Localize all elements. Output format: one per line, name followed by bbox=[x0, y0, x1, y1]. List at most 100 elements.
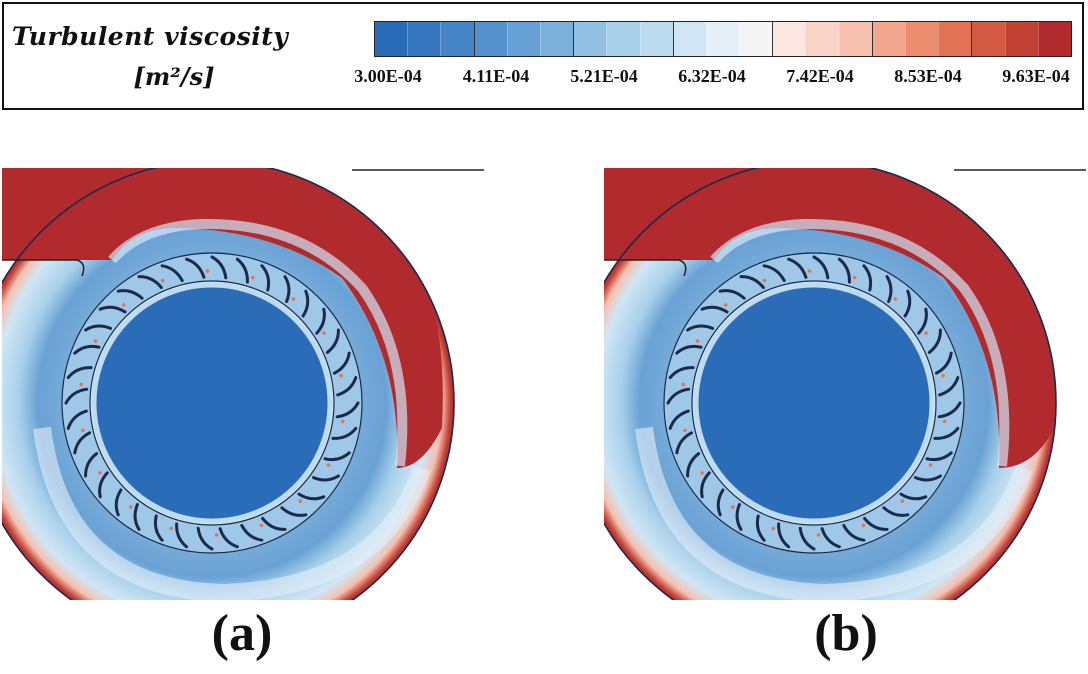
impeller-blade bbox=[283, 275, 291, 303]
impeller-blade bbox=[820, 527, 841, 549]
blade-wake-spot bbox=[251, 275, 255, 280]
impeller-blade bbox=[153, 514, 164, 542]
impeller-blade bbox=[218, 527, 239, 549]
impeller-blade bbox=[116, 289, 144, 300]
impeller-blade bbox=[675, 344, 703, 355]
impeller-core bbox=[91, 282, 333, 524]
panel-label-b: (b) bbox=[814, 605, 878, 662]
volute-outline bbox=[604, 169, 1086, 277]
colorbar-tick-label: 5.21E-04 bbox=[570, 66, 638, 86]
blade-wake-spot bbox=[298, 499, 303, 503]
impeller-blade bbox=[137, 275, 163, 290]
blade-wake-spot bbox=[339, 373, 343, 378]
shear-layer bbox=[108, 218, 408, 467]
impeller-blade bbox=[235, 257, 249, 284]
impeller-blade bbox=[332, 351, 351, 375]
colorbar-legend: Turbulent viscosity [m²/s] bbox=[2, 2, 1084, 110]
colorbar-swatch bbox=[573, 22, 607, 56]
blade-wake-spot bbox=[214, 533, 219, 537]
blade-wake-spot bbox=[291, 297, 296, 301]
colorbar bbox=[374, 21, 1072, 57]
impeller-blade bbox=[842, 523, 866, 542]
impeller-blade bbox=[668, 409, 690, 430]
colorbar-tick-label: 8.53E-04 bbox=[894, 66, 962, 86]
impeller-blade bbox=[863, 516, 889, 531]
impeller-blade bbox=[927, 328, 942, 354]
impeller-blade bbox=[323, 451, 351, 462]
colorbar-swatch bbox=[971, 22, 1005, 56]
impeller-blade bbox=[84, 452, 99, 478]
blade-wake-spot bbox=[807, 269, 812, 273]
colorbar-swatch bbox=[539, 22, 574, 56]
blade-wake-spot bbox=[169, 526, 173, 531]
colorbar-swatch bbox=[805, 22, 839, 56]
impeller-blade bbox=[196, 526, 214, 551]
fan-contour-a bbox=[2, 168, 484, 600]
impeller-blade bbox=[903, 289, 912, 318]
impeller-blade bbox=[114, 488, 123, 517]
colorbar-tick-label: 6.32E-04 bbox=[678, 66, 746, 86]
impeller-blade bbox=[925, 451, 953, 462]
impeller-blade bbox=[312, 474, 340, 482]
impeller-blade bbox=[325, 328, 340, 354]
blade-wake-spot bbox=[128, 505, 133, 509]
blade-wake-spot bbox=[900, 499, 905, 503]
high-viscosity-region bbox=[604, 168, 1055, 468]
impeller-blade bbox=[735, 503, 743, 531]
impeller-blade bbox=[64, 387, 89, 405]
impeller-blade bbox=[787, 257, 808, 279]
blade-wake-spot bbox=[928, 463, 933, 467]
blade-wake-spot bbox=[861, 523, 866, 528]
legend-title: Turbulent viscosity bbox=[12, 22, 289, 51]
impeller-blade bbox=[716, 488, 725, 517]
colorbar-swatch bbox=[838, 22, 872, 56]
wake-zone bbox=[635, 426, 1033, 600]
blade-wake-spot bbox=[205, 269, 210, 273]
blade-wake-spot bbox=[326, 463, 331, 467]
blade-wake-spot bbox=[98, 471, 102, 475]
impeller-blade bbox=[73, 344, 101, 355]
impeller-blade bbox=[686, 324, 714, 332]
impeller-blade bbox=[133, 503, 141, 531]
impeller-blade bbox=[917, 307, 928, 335]
blade-wake-spot bbox=[730, 505, 735, 509]
shear-layer bbox=[710, 218, 1010, 467]
impeller-blade bbox=[66, 409, 88, 430]
panel-label-a: (a) bbox=[211, 605, 273, 662]
impeller-blade bbox=[885, 275, 893, 303]
blade-wake-spot bbox=[723, 303, 728, 307]
blade-wake-spot bbox=[340, 419, 345, 424]
colorbar-tick-label: 7.42E-04 bbox=[786, 66, 854, 86]
blade-wake-spot bbox=[853, 275, 857, 280]
impeller-blade bbox=[718, 289, 746, 300]
blade-wake-spot bbox=[771, 526, 775, 531]
impeller-blade bbox=[98, 305, 127, 314]
colorbar-swatch bbox=[606, 22, 640, 56]
impeller-blade bbox=[937, 401, 962, 419]
colorbar-swatch bbox=[772, 22, 806, 56]
impeller-blade bbox=[297, 492, 326, 501]
contour-panel-b bbox=[604, 168, 1088, 600]
blade-wake-spot bbox=[695, 339, 700, 343]
colorbar-swatch bbox=[506, 22, 540, 56]
impeller-blade bbox=[261, 516, 287, 531]
impeller-blade bbox=[899, 492, 928, 501]
blade-wake-spot bbox=[942, 419, 947, 424]
blade-wake-spot bbox=[762, 278, 767, 283]
contour-panel-a bbox=[2, 168, 487, 600]
impeller-core bbox=[693, 282, 935, 524]
impeller-blade bbox=[762, 264, 786, 283]
high-viscosity-region bbox=[2, 168, 443, 468]
impeller-blade bbox=[700, 305, 729, 314]
blade-wake-spot bbox=[681, 382, 686, 387]
colorbar-tick-label: 3.00E-04 bbox=[354, 66, 422, 86]
impeller-blade bbox=[335, 401, 360, 419]
volute-outline bbox=[2, 169, 484, 277]
impeller-blade bbox=[280, 506, 308, 517]
colorbar-ticks: 3.00E-04 4.11E-04 5.21E-04 6.32E-04 7.42E-04… bbox=[340, 66, 1080, 90]
impeller-blade bbox=[914, 474, 942, 482]
wake-zone bbox=[33, 426, 431, 600]
blade-wake-spot bbox=[121, 303, 126, 307]
blade-wake-spot bbox=[259, 523, 264, 528]
colorbar-swatch bbox=[938, 22, 972, 56]
